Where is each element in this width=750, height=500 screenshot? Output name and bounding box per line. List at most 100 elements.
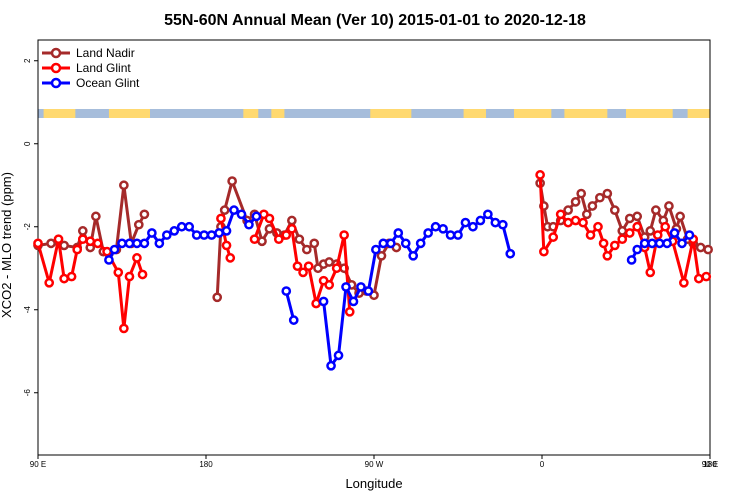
x-tick-label: 90 W: [365, 460, 384, 469]
data-point-land-glint: [679, 277, 689, 288]
data-point-land-glint: [593, 221, 603, 232]
data-point-land-glint: [339, 230, 349, 240]
series-layer: [33, 170, 713, 371]
data-point-ocean-glint: [371, 244, 381, 255]
data-point-land-nadir: [570, 197, 581, 207]
data-point-ocean-glint: [460, 217, 471, 228]
data-point-land-glint: [221, 240, 232, 251]
x-tick-label: 180: [199, 460, 213, 469]
data-point-land-glint: [85, 236, 96, 247]
data-point-land-glint: [132, 253, 142, 263]
data-point-ocean-glint: [236, 209, 247, 220]
data-point-land-nadir: [576, 188, 587, 199]
data-point-land-glint: [66, 271, 77, 282]
data-point-land-nadir: [212, 292, 223, 303]
data-point-land-nadir: [139, 209, 150, 220]
data-point-land-nadir: [703, 244, 713, 255]
data-point-ocean-glint: [109, 244, 120, 255]
data-point-ocean-glint: [684, 230, 695, 240]
data-point-land-glint: [624, 228, 635, 238]
data-point-land-glint: [124, 271, 135, 282]
data-point-land-glint: [44, 277, 55, 288]
x-tick-label: 0: [540, 460, 545, 469]
legend-swatch-marker: [50, 62, 62, 74]
data-point-land-glint: [216, 213, 226, 224]
legend-swatch-marker: [50, 47, 62, 59]
data-point-ocean-glint: [639, 238, 650, 249]
data-point-ocean-glint: [318, 296, 329, 307]
data-point-ocean-glint: [341, 282, 351, 292]
data-point-land-glint: [645, 267, 656, 278]
data-point-ocean-glint: [206, 230, 217, 240]
data-point-land-nadir: [257, 236, 267, 247]
data-point-land-glint: [617, 234, 628, 245]
data-point-land-glint: [602, 250, 613, 261]
legend-item-land-nadir: Land Nadir: [42, 46, 135, 60]
data-point-land-glint: [331, 263, 342, 274]
data-point-ocean-glint: [363, 286, 374, 296]
data-point-land-nadir: [602, 188, 613, 199]
series-ocean-glint: [104, 205, 695, 371]
data-point-ocean-glint: [184, 221, 195, 232]
data-point-ocean-glint: [154, 238, 165, 249]
data-point-land-glint: [298, 267, 308, 278]
data-point-land-glint: [92, 238, 103, 249]
data-point-land-glint: [578, 217, 588, 228]
y-tick-label: -2: [23, 223, 32, 231]
data-point-land-glint: [563, 217, 573, 228]
data-point-land-glint: [303, 261, 314, 272]
data-point-land-glint: [311, 298, 321, 309]
data-point-ocean-glint: [326, 360, 336, 371]
data-point-land-nadir: [595, 192, 605, 203]
data-point-land-glint: [72, 244, 83, 255]
data-point-ocean-glint: [393, 228, 404, 238]
ocean-strip-band: [486, 109, 514, 118]
data-point-land-nadir: [301, 244, 312, 255]
data-point-ocean-glint: [214, 228, 224, 238]
data-point-ocean-glint: [497, 219, 508, 230]
data-point-ocean-glint: [647, 238, 657, 249]
legend-label: Ocean Glint: [76, 76, 140, 90]
data-point-land-nadir: [227, 176, 237, 186]
data-point-land-nadir: [581, 209, 592, 220]
data-point-ocean-glint: [161, 230, 172, 240]
series-line-ocean-glint: [322, 212, 512, 368]
ocean-strip-band: [38, 109, 44, 118]
data-point-land-glint: [693, 273, 704, 284]
data-point-ocean-glint: [423, 228, 433, 238]
data-point-land-glint: [632, 221, 643, 232]
data-point-land-nadir: [119, 180, 129, 191]
data-point-ocean-glint: [147, 228, 157, 238]
data-point-ocean-glint: [654, 238, 665, 249]
data-point-land-nadir: [617, 226, 628, 236]
data-point-land-nadir: [695, 242, 706, 253]
y-axis: 2 0 -2 -4 -6: [23, 58, 38, 396]
land-ocean-strip: [38, 109, 710, 118]
data-point-ocean-glint: [251, 211, 262, 222]
data-point-ocean-glint: [378, 238, 389, 249]
legend-item-ocean-glint: Ocean Glint: [42, 76, 140, 90]
data-point-ocean-glint: [288, 315, 299, 325]
data-point-land-nadir: [376, 250, 387, 261]
legend-label: Land Glint: [76, 61, 131, 75]
data-point-land-nadir: [294, 234, 305, 245]
data-point-ocean-glint: [408, 250, 419, 261]
data-point-land-glint: [77, 234, 88, 245]
data-point-land-nadir: [632, 211, 643, 222]
data-point-land-glint: [287, 223, 297, 234]
data-point-ocean-glint: [139, 238, 150, 249]
data-point-land-glint: [264, 213, 275, 224]
ocean-strip-band: [284, 109, 371, 118]
data-point-ocean-glint: [632, 244, 643, 255]
data-point-land-glint: [281, 230, 292, 240]
data-point-land-glint: [539, 246, 549, 257]
data-point-ocean-glint: [244, 219, 254, 230]
data-point-land-glint: [102, 246, 112, 257]
data-point-land-glint: [324, 280, 335, 290]
data-point-land-glint: [137, 269, 148, 280]
data-point-land-nadir: [563, 205, 573, 215]
ocean-strip-band: [607, 109, 626, 118]
data-point-land-glint: [113, 267, 124, 278]
data-point-land-glint: [598, 238, 609, 249]
